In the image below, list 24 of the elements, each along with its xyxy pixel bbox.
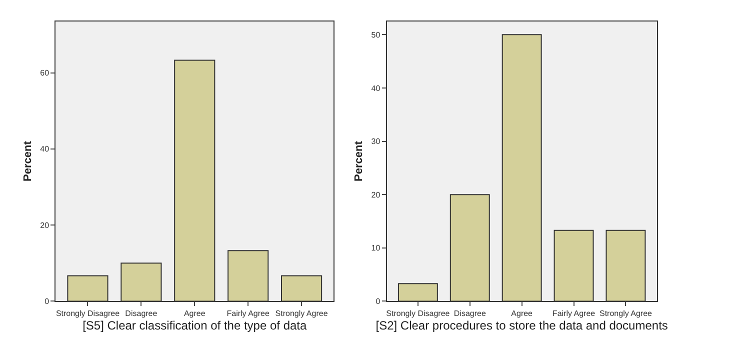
x-tick-label: Strongly Agree: [275, 308, 328, 318]
y-tick-label: 0: [376, 297, 381, 306]
y-tick-label: 50: [371, 30, 381, 40]
y-tick-label: 10: [371, 244, 381, 253]
y-axis-title: Percent: [22, 140, 34, 182]
y-tick-label: 40: [371, 84, 381, 93]
x-axis-title: [S5] Clear classification of the type of data: [82, 318, 308, 333]
x-tick-label: Strongly Disagree: [386, 308, 450, 318]
x-tick-label: Fairly Agree: [226, 308, 270, 318]
x-tick-label: Strongly Disagree: [56, 308, 120, 318]
x-tick-label: Disagree: [125, 308, 158, 318]
x-tick-label: Agree: [511, 308, 534, 318]
y-tick-label: 0: [44, 297, 50, 306]
y-axis-title: Percent: [352, 140, 365, 182]
x-tick-label: Strongly Agree: [599, 308, 653, 318]
y-tick-label: 60: [40, 68, 50, 78]
x-axis-title: [S2] Clear procedures to store the data and documents: [376, 318, 668, 333]
x-tick-label: Fairly Agree: [552, 308, 596, 318]
x-tick-label: Agree: [184, 308, 206, 318]
y-tick-label: 20: [371, 190, 381, 200]
y-tick-label: 30: [371, 137, 381, 146]
x-tick-label: Disagree: [454, 308, 486, 318]
y-tick-label: 40: [40, 144, 50, 154]
y-tick-label: 20: [40, 220, 50, 230]
